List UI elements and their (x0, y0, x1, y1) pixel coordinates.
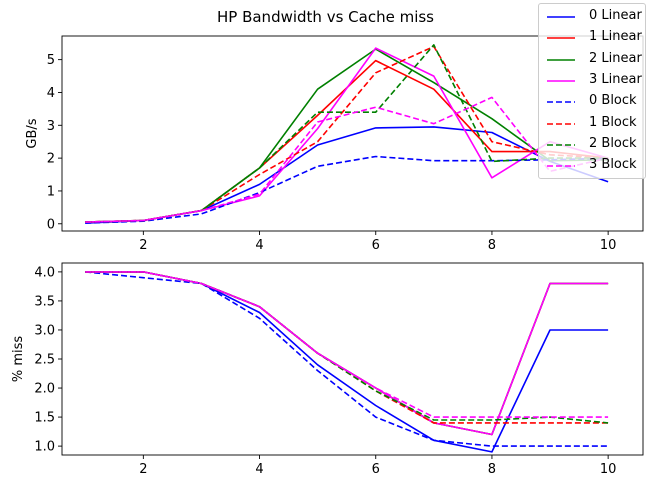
x-tick-label: 8 (488, 238, 496, 253)
legend-item-0-block: 0 Block (545, 92, 645, 113)
legend-item-0-linear: 0 Linear (545, 7, 645, 28)
figure-title: HP Bandwidth vs Cache miss (216, 8, 434, 26)
legend-swatch (547, 80, 575, 82)
legend-label: 0 Block (589, 93, 637, 109)
series-line-6-panel-2 (85, 271, 609, 424)
x-tick-label: 10 (600, 462, 617, 477)
y-tick-label: 3.5 (34, 294, 55, 309)
legend-item-1-linear: 1 Linear (545, 28, 645, 49)
legend-item-3-block: 3 Block (545, 156, 645, 177)
series-line-1-linear-panel-1 (85, 59, 609, 223)
series-line-3-linear-panel-1 (85, 47, 609, 223)
x-tick-label: 10 (600, 238, 617, 253)
x-tick-label: 8 (488, 462, 496, 477)
series-line-8-panel-2 (85, 271, 609, 418)
series-line-2-linear-panel-1 (85, 48, 609, 223)
series-line-2-block-panel-1 (85, 44, 609, 223)
legend-swatch (547, 122, 575, 125)
legend-label: 2 Linear (589, 50, 642, 66)
chart-panel-2: 2 4 6 8 10 1.0 1.5 2.0 2.5 3.0 3.5 4.0 % miss (11, 262, 644, 477)
series-line-0-linear-panel-1 (85, 126, 609, 224)
x-tick-label: 6 (372, 462, 380, 477)
x-tick-label: 6 (372, 238, 380, 253)
y-tick-label: 2.0 (34, 382, 55, 397)
chart-panel-1: 2 4 6 8 10 0 1 2 3 4 5 GB/s (25, 35, 644, 253)
legend-label: 3 Block (589, 157, 637, 173)
series-line-3-block-panel-1 (85, 96, 609, 223)
legend-item-3-linear: 3 Linear (545, 71, 645, 92)
series-line-3-panel-2 (85, 271, 609, 436)
plot-frame (61, 262, 644, 456)
y-tick-label: 1.5 (34, 411, 55, 426)
series-line-1-block-panel-1 (85, 45, 609, 223)
y-tick-label: 1 (47, 184, 55, 199)
legend-label: 1 Linear (589, 29, 642, 45)
y-tick-label: 2 (47, 152, 55, 167)
y-axis-label: GB/s (25, 118, 40, 148)
y-tick-label: 0 (47, 217, 55, 232)
x-tick-label: 2 (139, 462, 147, 477)
legend-swatch (547, 143, 575, 146)
series-line-7-panel-2 (85, 271, 609, 424)
series-line-1-panel-2 (85, 271, 609, 453)
y-tick-label: 3 (47, 119, 55, 134)
legend-label: 1 Block (589, 114, 637, 130)
legend-item-2-linear: 2 Linear (545, 50, 645, 71)
legend: 0 Linear 1 Linear 2 Linear 3 Linear 0 Block 1… (538, 3, 646, 179)
x-tick-label: 4 (255, 238, 263, 253)
legend-swatch (547, 58, 575, 61)
legend-label: 2 Block (589, 135, 637, 151)
series-line-2-panel-2 (85, 271, 609, 436)
x-tick-label: 4 (255, 462, 263, 477)
legend-item-1-block: 1 Block (545, 114, 645, 135)
legend-label: 0 Linear (589, 8, 642, 23)
legend-swatch (547, 165, 575, 167)
series-line-5-panel-2 (85, 271, 609, 447)
legend-swatch (547, 37, 575, 40)
series-line-0-block-panel-1 (85, 155, 609, 224)
y-axis-label: % miss (11, 336, 26, 383)
x-tick-label: 2 (139, 238, 147, 253)
legend-swatch (547, 16, 575, 18)
y-tick-label: 3.0 (34, 323, 55, 338)
legend-label: 3 Linear (589, 71, 642, 87)
y-tick-label: 1.0 (34, 440, 55, 455)
legend-item-2-block: 2 Block (545, 135, 645, 156)
y-tick-label: 2.5 (34, 353, 55, 368)
series-line-4-panel-2 (85, 271, 609, 436)
y-tick-label: 4 (47, 86, 55, 101)
legend-swatch (547, 101, 575, 103)
y-tick-label: 5 (47, 53, 55, 68)
y-tick-label: 4.0 (34, 265, 55, 280)
